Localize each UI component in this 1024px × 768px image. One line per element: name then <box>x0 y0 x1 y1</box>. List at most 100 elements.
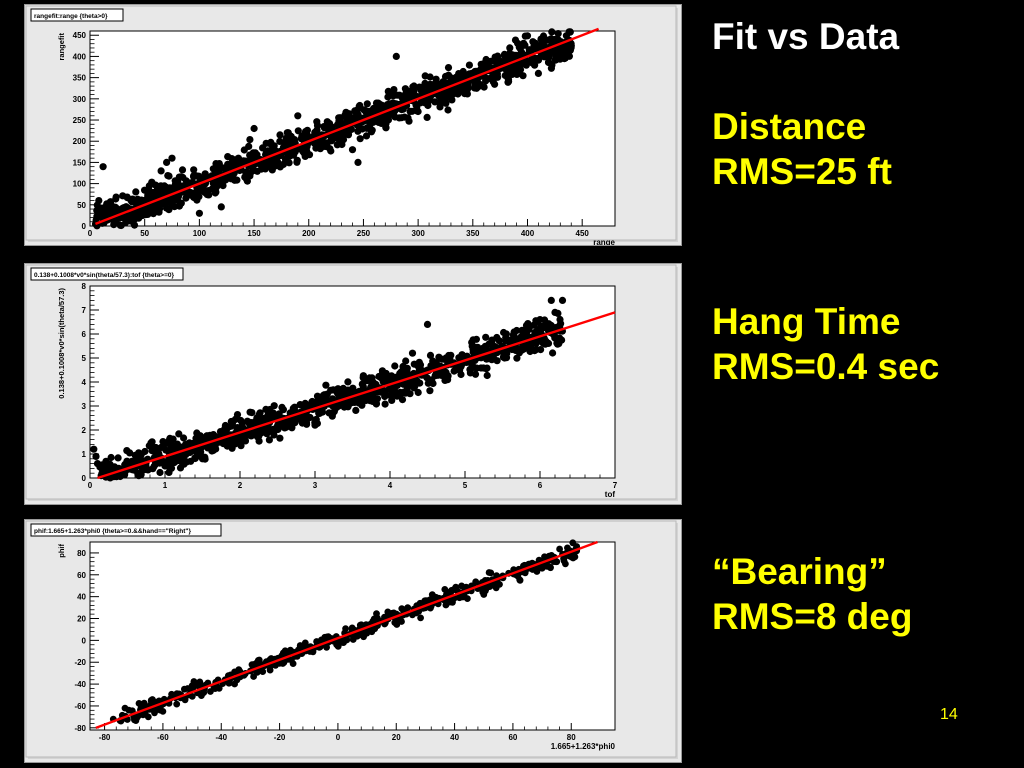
x-axis-label: range <box>593 238 615 245</box>
data-point <box>175 430 183 438</box>
x-tick-label: 5 <box>463 481 468 490</box>
data-point <box>538 564 546 572</box>
chart-title-box <box>30 267 184 281</box>
data-point <box>184 685 192 692</box>
data-point <box>112 472 120 481</box>
data-point <box>441 72 450 81</box>
data-point <box>279 660 287 667</box>
data-point <box>102 457 110 465</box>
data-point <box>294 112 302 120</box>
data-point <box>377 388 385 396</box>
y-tick-label: 6 <box>82 330 87 339</box>
data-point <box>167 440 175 448</box>
data-point <box>184 440 192 448</box>
data-point <box>476 80 484 88</box>
data-point <box>233 176 241 184</box>
data-point <box>502 54 511 63</box>
data-point <box>544 58 553 66</box>
data-point <box>402 357 410 365</box>
data-point <box>334 386 342 394</box>
data-point <box>180 460 188 468</box>
data-point <box>206 433 214 442</box>
data-point <box>117 221 125 230</box>
data-point <box>268 166 276 174</box>
y-tick-label: 400 <box>73 52 87 61</box>
data-point <box>141 447 149 456</box>
data-point <box>270 431 278 439</box>
distance-rms: RMS=25 ft <box>712 151 892 192</box>
data-point <box>390 86 398 94</box>
data-point <box>406 107 414 115</box>
y-tick-label: -80 <box>74 724 86 733</box>
data-point <box>358 380 366 388</box>
data-point <box>426 80 434 89</box>
data-point <box>372 99 381 107</box>
hang-time-rms: RMS=0.4 sec <box>712 346 940 387</box>
data-point <box>513 354 521 362</box>
x-tick-label: 300 <box>411 229 425 238</box>
data-point <box>173 700 181 708</box>
data-point <box>202 188 210 196</box>
data-point <box>555 340 563 348</box>
data-point <box>511 65 519 73</box>
chart-title-box <box>30 523 222 537</box>
data-point <box>506 44 514 52</box>
data-point <box>483 371 491 380</box>
y-tick-label: 450 <box>73 31 87 40</box>
data-point <box>114 454 122 462</box>
data-point <box>566 28 574 36</box>
data-point <box>250 124 258 133</box>
data-point <box>464 595 471 602</box>
data-point <box>315 396 323 404</box>
data-point <box>331 133 339 141</box>
data-point <box>227 417 235 426</box>
data-point <box>493 333 501 342</box>
data-point <box>494 580 502 587</box>
data-point <box>335 114 343 122</box>
data-point <box>250 673 257 680</box>
data-point <box>403 95 411 103</box>
x-tick-label: 150 <box>247 229 261 238</box>
data-point <box>356 621 364 629</box>
data-point <box>157 167 165 175</box>
data-point <box>414 362 422 370</box>
data-point <box>195 172 203 180</box>
x-tick-label: 3 <box>313 481 318 490</box>
data-point <box>112 218 120 226</box>
y-tick-label: 7 <box>82 306 87 315</box>
data-point <box>90 445 98 453</box>
data-point <box>409 88 417 96</box>
data-point <box>551 308 559 316</box>
scatter-points <box>90 296 567 482</box>
data-point <box>508 70 516 78</box>
data-point <box>339 638 346 646</box>
data-point <box>140 464 148 472</box>
data-point <box>482 333 490 341</box>
y-axis-label: rangefit <box>57 33 66 61</box>
y-tick-label: -60 <box>74 702 86 711</box>
data-point <box>148 438 156 446</box>
data-point <box>521 561 528 569</box>
data-point <box>246 136 254 144</box>
x-tick-label: 6 <box>538 481 543 490</box>
data-point <box>296 642 304 649</box>
data-point <box>179 454 187 462</box>
data-point <box>329 409 337 417</box>
y-tick-label: 0 <box>82 636 87 645</box>
data-point <box>187 457 195 465</box>
y-tick-label: 80 <box>77 549 86 558</box>
y-tick-label: 4 <box>82 378 87 387</box>
x-tick-label: 80 <box>567 733 576 742</box>
data-point <box>131 716 138 724</box>
data-point <box>221 164 229 172</box>
data-point <box>455 87 463 95</box>
page-number: 14 <box>940 706 958 723</box>
data-point <box>436 99 444 107</box>
data-point <box>424 98 432 106</box>
data-point <box>518 326 526 334</box>
data-point <box>519 72 527 80</box>
y-axis-label: phif <box>57 544 66 558</box>
data-point <box>487 569 495 577</box>
data-point <box>412 101 420 109</box>
chart-title: rangefit:range {theta>0} <box>34 13 108 20</box>
